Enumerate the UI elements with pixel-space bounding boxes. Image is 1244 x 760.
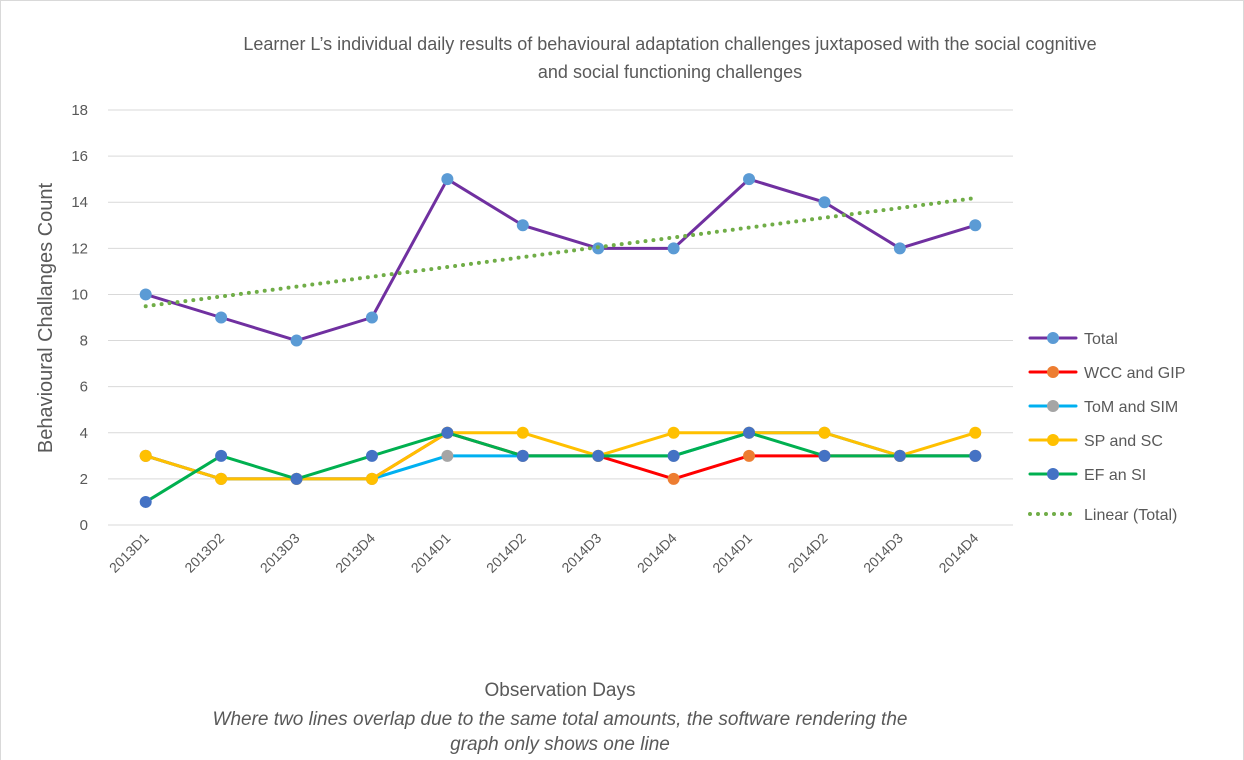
data-point — [139, 288, 152, 301]
data-point — [139, 449, 152, 462]
y-tick-label: 8 — [80, 333, 88, 350]
legend-marker — [1047, 468, 1059, 480]
y-tick-label: 0 — [80, 517, 88, 534]
data-point — [516, 426, 529, 439]
legend-marker — [1047, 366, 1059, 378]
legend-label: Total — [1084, 331, 1118, 348]
data-point — [818, 449, 831, 462]
data-point — [365, 449, 378, 462]
y-tick-label: 4 — [80, 425, 88, 442]
y-axis-title: Behavioural Challanges Count — [35, 182, 57, 453]
data-point — [516, 449, 529, 462]
data-point — [215, 472, 228, 485]
x-tick-label: 2014D1 — [408, 530, 454, 576]
data-point — [441, 426, 454, 439]
data-point — [290, 472, 303, 485]
x-tick-label: 2013D3 — [257, 530, 303, 576]
data-point — [743, 173, 756, 186]
legend-label: Linear (Total) — [1084, 507, 1177, 524]
legend-marker — [1047, 332, 1059, 344]
legend-label: SP and SC — [1084, 433, 1163, 450]
data-point — [893, 449, 906, 462]
y-tick-label: 2 — [80, 471, 88, 488]
legend-label: ToM and SIM — [1084, 399, 1178, 416]
data-point — [290, 334, 303, 347]
data-point — [592, 449, 605, 462]
x-tick-label: 2013D2 — [181, 530, 227, 576]
data-point — [667, 472, 680, 485]
data-point — [441, 173, 454, 186]
data-point — [893, 242, 906, 255]
chart-note: Where two lines overlap due to the same … — [212, 709, 908, 755]
data-point — [969, 426, 982, 439]
series-line — [144, 431, 977, 504]
legend-label: EF an SI — [1084, 467, 1146, 484]
data-point — [818, 426, 831, 439]
y-tick-label: 10 — [71, 286, 88, 303]
data-point — [441, 449, 454, 462]
y-tick-label: 12 — [71, 240, 88, 257]
chart-title: Learner L’s individual daily results of … — [243, 34, 1097, 82]
legend-marker — [1047, 434, 1059, 446]
x-tick-label: 2014D1 — [709, 530, 755, 576]
series-line — [144, 177, 977, 343]
x-tick-label: 2014D4 — [634, 530, 680, 576]
x-tick-label: 2014D2 — [785, 530, 831, 576]
x-axis-title: Observation Days — [484, 680, 636, 701]
data-point — [516, 219, 529, 232]
data-point — [365, 311, 378, 324]
y-tick-label: 18 — [71, 102, 88, 119]
y-tick-label: 16 — [71, 148, 88, 165]
legend-marker — [1047, 400, 1059, 412]
data-point — [667, 242, 680, 255]
x-tick-label: 2014D4 — [935, 530, 981, 576]
data-point — [365, 472, 378, 485]
data-point — [139, 495, 152, 508]
data-point — [818, 196, 831, 209]
x-tick-label: 2014D3 — [860, 530, 906, 576]
x-tick-label: 2014D3 — [558, 530, 604, 576]
series-line — [144, 431, 977, 481]
y-tick-label: 6 — [80, 379, 88, 396]
data-point — [969, 219, 982, 232]
data-point — [667, 449, 680, 462]
trend-line — [143, 196, 978, 309]
data-point — [743, 449, 756, 462]
x-tick-label: 2013D1 — [106, 530, 152, 576]
y-tick-label: 14 — [71, 194, 88, 211]
data-point — [969, 449, 982, 462]
x-tick-label: 2013D4 — [332, 530, 378, 576]
data-point — [667, 426, 680, 439]
x-tick-label: 2014D2 — [483, 530, 529, 576]
data-point — [215, 311, 228, 324]
data-point — [743, 426, 756, 439]
data-point — [215, 449, 228, 462]
legend-label: WCC and GIP — [1084, 365, 1185, 382]
